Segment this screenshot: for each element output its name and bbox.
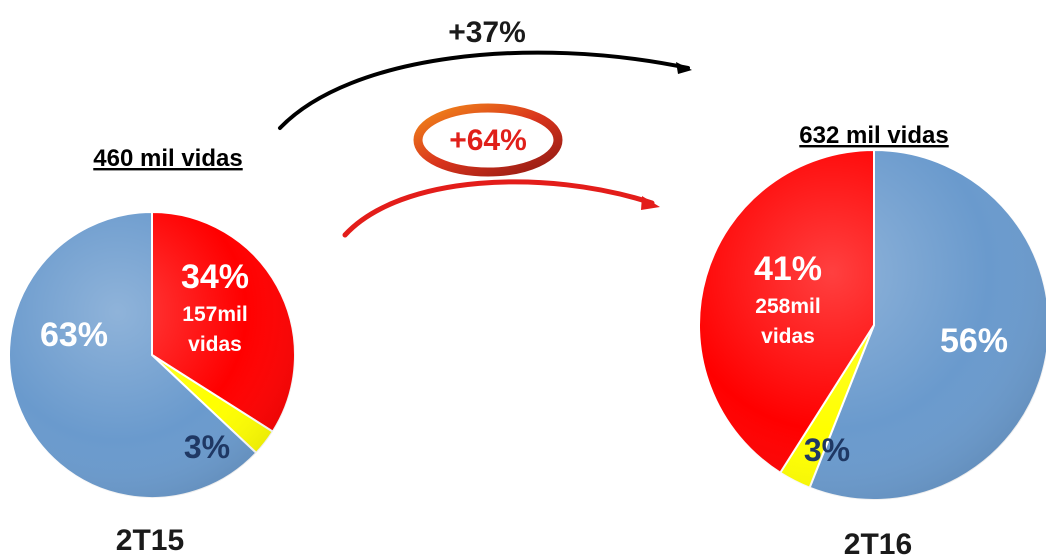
pie-2t15-yellow-pct: 3%	[184, 429, 230, 465]
pie-2t16-title: 632 mil vidas	[799, 122, 948, 149]
red-growth-arrow	[342, 179, 655, 238]
pie-2t16-period: 2T16	[844, 528, 912, 560]
pie-2t15-blue-pct: 63%	[40, 316, 108, 354]
pie-2t15-title: 460 mil vidas	[93, 145, 242, 172]
pie-2t16-shine	[699, 150, 1046, 500]
total-growth-label: +37%	[448, 16, 526, 49]
pie-2t15-red-detail-2: vidas	[188, 333, 242, 356]
pie-2t16-red-detail-2: vidas	[761, 325, 815, 348]
pie-2t16-yellow-pct: 3%	[804, 432, 850, 468]
red-growth-arrowhead	[641, 196, 660, 210]
red-growth-label: +64%	[449, 124, 527, 157]
total-growth-arrow	[278, 50, 690, 130]
pie-2t16-red-pct: 41%	[754, 250, 822, 288]
growth-arrows	[278, 50, 692, 238]
pie-2t15-period: 2T15	[116, 524, 184, 557]
pie-2t16-red-detail-1: 258mil	[755, 295, 820, 318]
total-growth-arrowhead	[676, 62, 692, 74]
pie-2t16: 632 mil vidas 41% 258mil vidas 3% 56% 2T…	[698, 122, 1046, 560]
red-growth-ring	[413, 103, 563, 177]
pie-2t15-red-detail-1: 157mil	[182, 303, 247, 326]
pie-2t15-red-pct: 34%	[181, 258, 249, 296]
pie-2t16-blue-pct: 56%	[940, 322, 1008, 360]
pie-2t15-shine	[9, 212, 295, 498]
pie-2t15: 460 mil vidas 34% 157mil vidas 3% 63% 2T…	[8, 145, 296, 557]
